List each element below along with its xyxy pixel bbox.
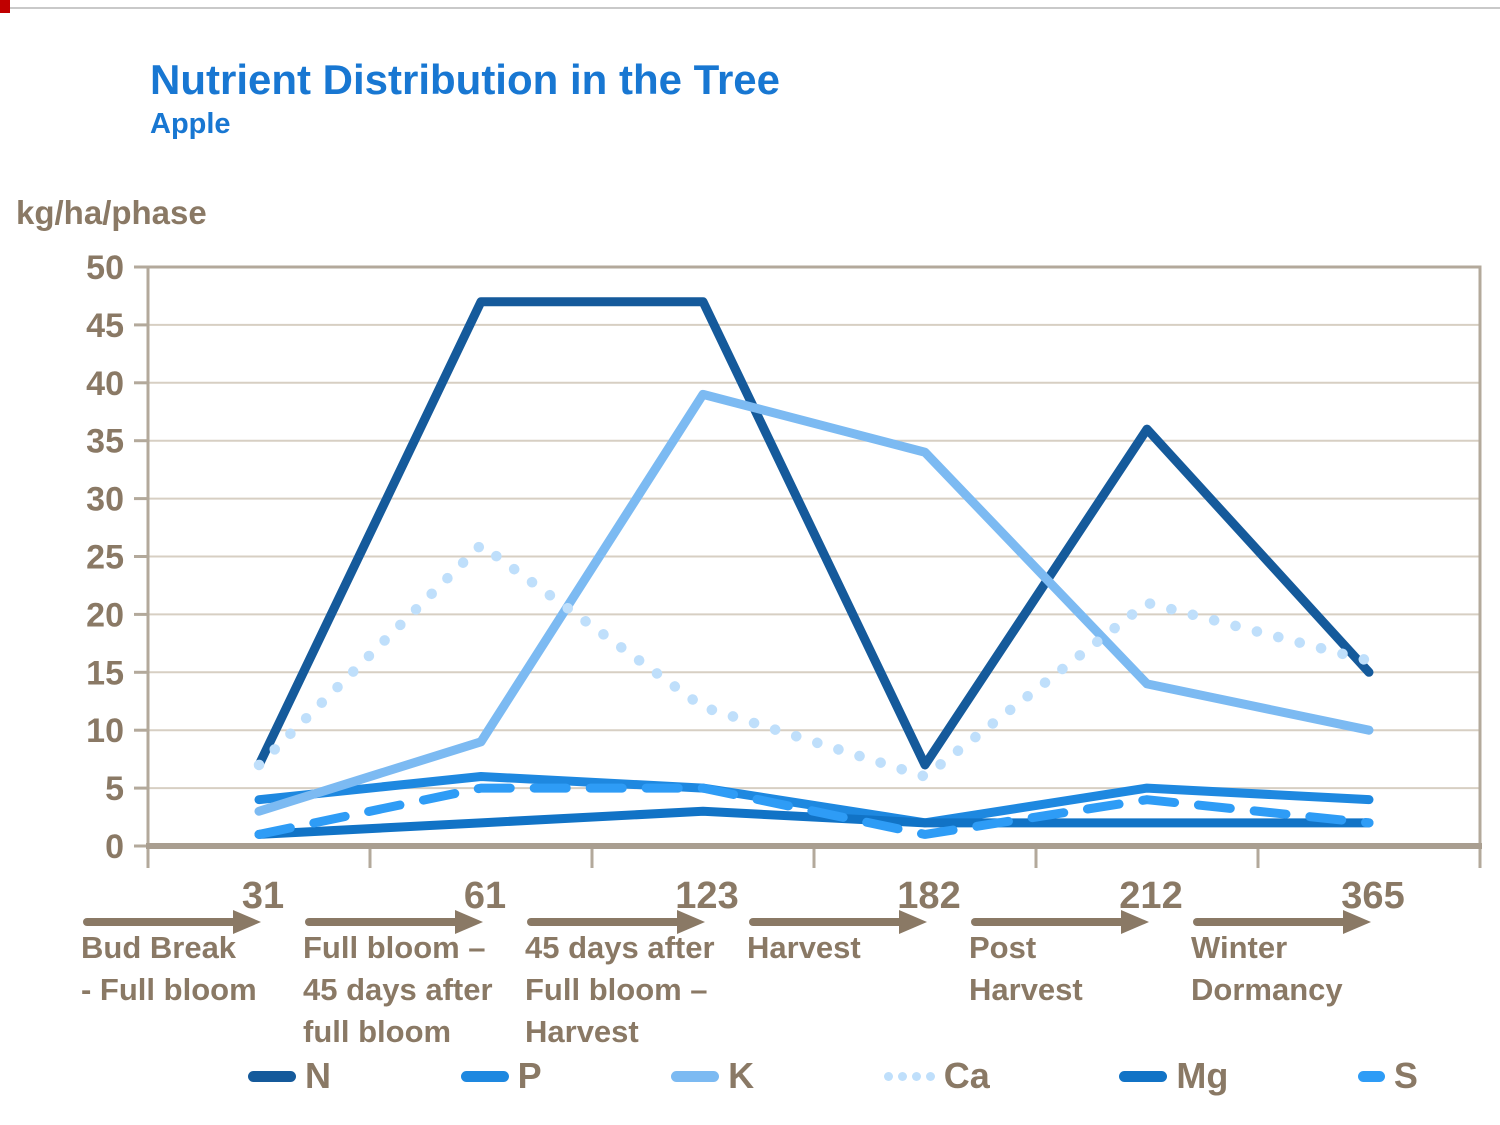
y-tick-label: 15 [86,654,124,692]
legend-label-K: K [728,1055,755,1096]
y-tick-label: 20 [86,596,124,634]
y-tick-label: 0 [105,828,124,866]
legend-label-N: N [305,1055,331,1096]
legend-swatch-N [248,1070,296,1082]
legend-entry-Mg: Mg [1119,1058,1228,1094]
phase-arrow-head [1343,910,1371,934]
legend-entry-P: P [460,1055,542,1096]
x-category-label: 61 [464,875,506,917]
y-tick-label: 30 [86,481,124,519]
legend-entry-N: N [248,1058,331,1094]
phase-label: Harvest [525,1014,639,1049]
phase-label: Harvest [747,930,861,965]
y-tick-label: 50 [86,249,124,287]
phase-label: Post [969,930,1036,965]
phase-arrow-head [1121,910,1149,934]
y-axis-label: kg/ha/phase [16,194,207,231]
chart-subtitle: Apple [150,108,231,140]
legend-swatch-Ca [883,1071,935,1081]
series-line-K [254,389,1374,816]
phase-label: 45 days after [303,972,493,1007]
series-line-S [254,783,1374,839]
series-line-N [254,297,1374,770]
phase-arrow-head [899,910,927,934]
phase-label: - Full bloom [81,972,257,1007]
y-tick-label: 35 [86,423,124,461]
phase-label: 45 days after [525,930,715,965]
series-line-P [254,772,1374,828]
y-tick-label: 5 [105,770,124,808]
legend-entry-K: K [671,1058,754,1094]
phase-label: Dormancy [1191,972,1343,1007]
legend-entry-S: S [1357,1055,1418,1096]
legend-label-S: S [1393,1055,1418,1096]
y-tick-label: 40 [86,365,124,403]
legend-label-P: P [517,1055,542,1096]
legend-swatch-P [460,1070,509,1082]
x-category-label: 212 [1119,875,1182,917]
phase-arrow-head [455,910,483,934]
series-line-Mg [254,806,1374,839]
legend-label-Mg: Mg [1176,1055,1229,1096]
phase-arrow-head [677,910,705,934]
legend-entry-Ca: Ca [883,1055,990,1096]
y-tick-label: 45 [86,307,124,345]
x-category-label: 365 [1341,875,1404,917]
x-category-label: 123 [675,875,738,917]
slide-corner-mark [0,0,10,13]
y-tick-label: 10 [86,712,124,750]
phase-arrow-head [233,910,261,934]
legend-swatch-Mg [1119,1070,1168,1082]
chart-legend: N P K Ca Mg S [248,1046,1418,1106]
legend-swatch-K [671,1070,720,1082]
phase-label: full bloom [303,1014,451,1049]
phase-label: Winter [1191,930,1287,965]
phase-label: Full bloom – [525,972,708,1007]
series-line-Ca [253,539,1375,782]
legend-swatch-S [1357,1070,1385,1082]
legend-label-Ca: Ca [943,1055,990,1096]
y-tick-label: 25 [86,539,124,577]
slide-top-rule [10,7,1500,9]
chart-title: Nutrient Distribution in the Tree [150,56,781,103]
phase-label: Harvest [969,972,1083,1007]
x-category-label: 31 [242,875,284,917]
phase-label: Full bloom – [303,930,486,965]
phase-label: Bud Break [81,930,237,965]
x-category-label: 182 [897,875,960,917]
